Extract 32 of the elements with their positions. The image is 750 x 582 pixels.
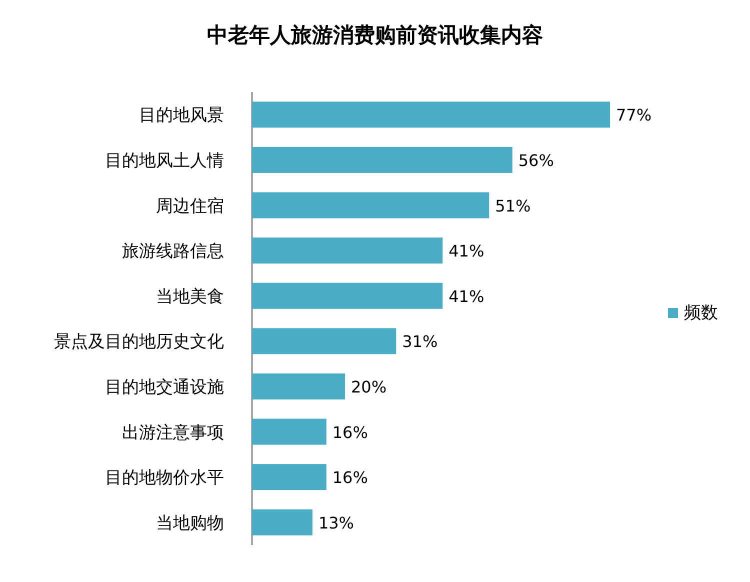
- data-label: 41%: [448, 286, 484, 306]
- y-tick-label: 目的地风景: [139, 106, 224, 126]
- data-label: 20%: [350, 377, 387, 396]
- bar: [252, 373, 345, 400]
- y-tick-label: 目的地物价水平: [105, 468, 224, 488]
- data-label: 13%: [318, 513, 354, 532]
- bar: [252, 238, 443, 264]
- chart-title: 中老年人旅游消费购前资讯收集内容: [207, 22, 543, 47]
- data-label: 16%: [332, 468, 368, 488]
- y-tick-label: 目的地交通设施: [105, 377, 224, 398]
- data-label: 16%: [332, 422, 368, 442]
- y-tick-label: 目的地风土人情: [105, 150, 224, 171]
- bar: [252, 328, 396, 354]
- data-label: 77%: [616, 106, 652, 125]
- bar: [252, 146, 512, 173]
- data-label: 41%: [448, 242, 484, 261]
- bar: [252, 464, 326, 490]
- y-tick-label: 出游注意事项: [122, 422, 224, 443]
- legend-label: 频数: [684, 303, 718, 323]
- y-tick-label: 当地美食: [156, 286, 224, 307]
- bar: [252, 418, 326, 445]
- y-tick-label: 旅游线路信息: [122, 242, 224, 262]
- y-tick-label: 当地购物: [156, 513, 224, 534]
- data-label: 56%: [518, 150, 554, 170]
- y-tick-label: 周边住宿: [156, 196, 224, 216]
- bar: [252, 282, 443, 309]
- bar: [252, 102, 610, 128]
- data-label: 31%: [402, 332, 438, 352]
- data-label: 51%: [495, 196, 531, 216]
- bar: [252, 192, 490, 218]
- bar: [252, 509, 312, 536]
- y-tick-label: 景点及目的地历史文化: [54, 332, 224, 352]
